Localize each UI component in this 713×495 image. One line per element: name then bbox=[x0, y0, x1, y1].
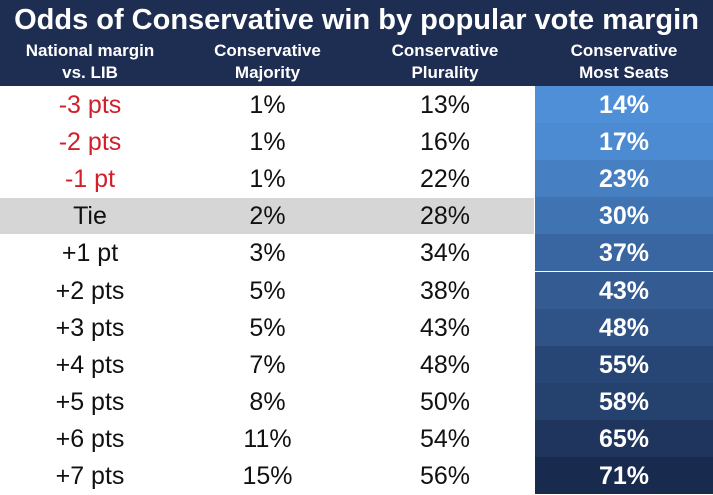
margin-cell: +6 pts bbox=[55, 424, 125, 453]
column-header-margin: National margin vs. LIB bbox=[25, 41, 155, 82]
margin-cell: -3 pts bbox=[58, 91, 122, 119]
most-seats-cell: 17% bbox=[535, 123, 713, 161]
tie-row-highlight bbox=[0, 198, 534, 235]
margin-cell: +2 pts bbox=[55, 276, 125, 305]
table-row: +3 pts 5% 43% 48% bbox=[0, 308, 713, 346]
margin-cell: +5 pts bbox=[55, 387, 125, 416]
table-row: +2 pts 5% 38% 43% bbox=[0, 271, 713, 309]
majority-cell: 2% bbox=[249, 202, 286, 231]
table-row: -1 pt 1% 22% 23% bbox=[0, 160, 713, 198]
majority-cell: 1% bbox=[249, 91, 286, 119]
column-header-plurality: Conservative Plurality bbox=[391, 41, 499, 82]
margin-cell: +7 pts bbox=[55, 462, 125, 490]
column-header-majority: Conservative Majority bbox=[214, 41, 321, 82]
majority-cell: 1% bbox=[249, 128, 286, 157]
most-seats-cell: 37% bbox=[535, 234, 713, 272]
table-row: +7 pts 15% 56% 71% bbox=[0, 457, 713, 494]
margin-cell: Tie bbox=[73, 202, 107, 231]
table-row: +4 pts 7% 48% 55% bbox=[0, 345, 713, 383]
plurality-cell: 22% bbox=[419, 165, 471, 194]
most-seats-cell: 23% bbox=[535, 160, 713, 198]
column-header-most-seats: Conservative Most Seats bbox=[570, 41, 678, 82]
most-seats-cell: 55% bbox=[535, 345, 713, 383]
majority-cell: 5% bbox=[249, 276, 286, 305]
margin-cell: -1 pt bbox=[64, 165, 116, 194]
most-seats-cell: 58% bbox=[535, 382, 713, 420]
margin-cell: -2 pts bbox=[58, 128, 122, 157]
plurality-cell: 38% bbox=[419, 276, 471, 305]
plurality-cell: 34% bbox=[419, 239, 471, 268]
plurality-cell: 13% bbox=[419, 91, 471, 119]
table-row: Tie 2% 28% 30% bbox=[0, 197, 713, 235]
majority-cell: 15% bbox=[242, 462, 293, 490]
majority-cell: 1% bbox=[249, 165, 286, 194]
plurality-cell: 54% bbox=[419, 424, 471, 453]
most-seats-cell: 43% bbox=[535, 271, 713, 309]
most-seats-cell: 30% bbox=[535, 197, 713, 235]
margin-cell: +4 pts bbox=[55, 350, 125, 379]
plurality-cell: 43% bbox=[419, 313, 471, 342]
plurality-cell: 56% bbox=[419, 462, 471, 490]
table-row: +5 pts 8% 50% 58% bbox=[0, 382, 713, 420]
majority-cell: 11% bbox=[243, 424, 292, 453]
majority-cell: 7% bbox=[249, 350, 286, 379]
plurality-cell: 48% bbox=[419, 350, 471, 379]
majority-cell: 8% bbox=[249, 387, 286, 416]
chart-title: Odds of Conservative win by popular vote… bbox=[14, 4, 699, 36]
plurality-cell: 28% bbox=[419, 202, 471, 231]
most-seats-cell: 65% bbox=[535, 419, 713, 457]
margin-cell: +1 pt bbox=[61, 239, 119, 268]
most-seats-cell: 71% bbox=[535, 457, 713, 494]
plurality-cell: 16% bbox=[419, 128, 471, 157]
plurality-cell: 50% bbox=[419, 387, 471, 416]
majority-cell: 3% bbox=[249, 239, 286, 268]
table-header: Odds of Conservative win by popular vote… bbox=[0, 0, 713, 86]
table-row: -2 pts 1% 16% 17% bbox=[0, 123, 713, 161]
table-row: +1 pt 3% 34% 37% bbox=[0, 234, 713, 272]
margin-cell: +3 pts bbox=[55, 313, 125, 342]
most-seats-cell: 14% bbox=[535, 86, 713, 123]
majority-cell: 5% bbox=[249, 313, 286, 342]
table-row: +6 pts 11% 54% 65% bbox=[0, 419, 713, 457]
table-row: -3 pts 1% 13% 14% bbox=[0, 86, 713, 123]
most-seats-cell: 48% bbox=[535, 308, 713, 346]
